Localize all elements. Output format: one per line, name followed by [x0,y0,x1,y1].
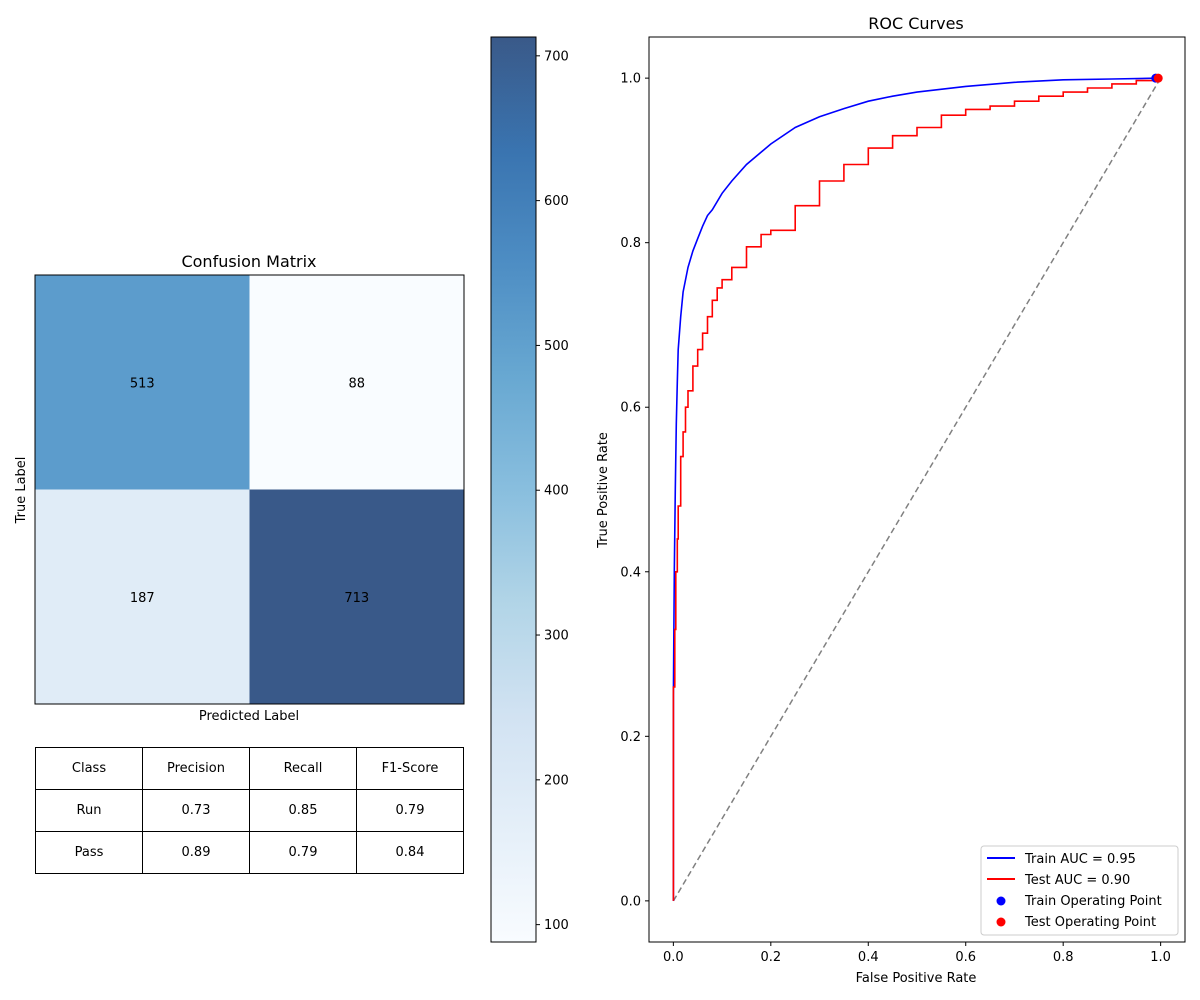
confusion-matrix-title: Confusion Matrix [181,252,316,271]
confusion-matrix-cell-labels: 513 88 187 713 [130,376,369,606]
table-cell-precision: 0.73 [142,789,250,832]
confusion-matrix-cells [35,275,464,704]
roc-chance-diagonal [672,77,1162,902]
roc-legend-box [980,845,1179,936]
roc-y-ticks: 0.0 0.2 0.4 0.6 0.8 1.0 [620,72,649,909]
roc-axes-frame [648,36,1186,943]
colorbar: 100 200 300 400 500 600 700 [490,36,569,943]
confusion-matrix-cell-value: 513 [130,376,155,391]
roc-ylabel: True Positive Rate [596,432,611,549]
roc-series [672,77,1162,902]
confusion-matrix-panel: Confusion Matrix 513 88 187 713 Predicted L… [14,252,465,724]
colorbar-tick-label: 300 [544,629,569,644]
roc-y-tick-label: 0.2 [620,730,641,745]
roc-x-tick-label: 0.4 [858,950,879,965]
confusion-matrix-xlabel: Predicted Label [199,709,299,724]
colorbar-tick-label: 500 [544,339,569,354]
roc-x-tick-label: 0.6 [955,950,976,965]
colorbar-tick-label: 600 [544,194,569,209]
confusion-matrix-frame [34,274,465,705]
roc-x-tick-label: 0.0 [663,950,684,965]
roc-y-tick-label: 0.0 [620,894,641,909]
legend-test-point-swatch [996,917,1006,927]
metrics-table: Class Precision Recall F1-Score Run 0.73… [35,747,464,874]
table-cell-recall: 0.85 [249,789,357,832]
confusion-matrix-ylabel: True Label [14,457,29,525]
roc-y-tick-label: 0.4 [620,565,641,580]
table-header-cell: Precision [142,747,250,790]
table-cell-f1: 0.84 [356,831,464,874]
table-cell-recall: 0.79 [249,831,357,874]
colorbar-tick-label: 100 [544,918,569,933]
roc-x-tick-label: 0.8 [1053,950,1074,965]
roc-y-tick-label: 0.6 [620,401,641,416]
confusion-matrix-cell [249,275,464,490]
table-row: Pass 0.89 0.79 0.84 [35,831,464,874]
roc-y-tick-label: 0.8 [620,236,641,251]
table-cell-f1: 0.79 [356,789,464,832]
confusion-matrix-cell [249,489,464,704]
colorbar-gradient [490,36,537,943]
legend-test-auc: Test AUC = 0.90 [1024,873,1130,888]
table-header-cell: Recall [249,747,357,790]
colorbar-tick-label: 200 [544,773,569,788]
legend-train-auc: Train AUC = 0.95 [1024,852,1136,867]
table-cell-class: Run [35,789,143,832]
roc-panel: ROC Curves 0.0 0.2 0.4 0.6 0.8 1.0 0.00.20.40… [596,14,1186,986]
roc-x-tick-label: 1.0 [1150,950,1171,965]
metrics-table-header-row: Class Precision Recall F1-Score [35,747,464,790]
roc-test-curve [672,78,1162,901]
roc-train-curve [672,77,1161,901]
confusion-matrix-cell [35,275,250,490]
colorbar-ticks: 100 200 300 400 500 600 700 [536,49,569,933]
roc-title: ROC Curves [868,14,964,33]
confusion-matrix-cell-value: 713 [344,591,369,606]
roc-x-tick-label: 0.2 [760,950,781,965]
colorbar-tick-label: 400 [544,484,569,499]
roc-x-ticks: 0.0 0.2 0.4 0.6 0.8 1.0 [663,942,1171,965]
table-header-cell: Class [35,747,143,790]
legend-train-point-swatch [996,896,1006,906]
roc-legend: Train AUC = 0.95 Test AUC = 0.90 Train O… [980,845,1179,936]
confusion-matrix-cell-value: 88 [348,376,365,391]
roc-xlabel: False Positive Rate [856,971,977,986]
legend-test-operating-point: Test Operating Point [1024,915,1156,930]
legend-train-operating-point: Train Operating Point [1024,894,1162,909]
table-cell-precision: 0.89 [142,831,250,874]
table-header-cell: F1-Score [356,747,464,790]
roc-test-operating-point [1153,73,1163,83]
table-row: Run 0.73 0.85 0.79 [35,789,464,832]
confusion-matrix-cell-value: 187 [130,591,155,606]
roc-operating-points [1151,73,1163,83]
table-cell-class: Pass [35,831,143,874]
roc-y-tick-label: 1.0 [620,72,641,87]
confusion-matrix-cell [35,489,250,704]
colorbar-tick-label: 700 [544,49,569,64]
